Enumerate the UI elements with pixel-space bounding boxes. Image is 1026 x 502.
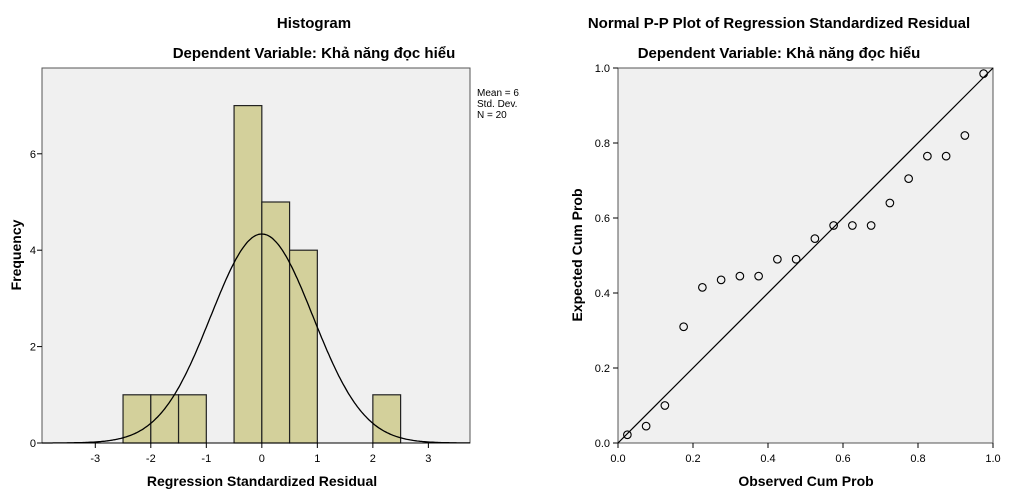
pp-x-tick-label: 0.8 (910, 453, 925, 465)
histogram-bar (372, 394, 402, 444)
pp-point (848, 221, 857, 230)
pp-point (941, 151, 951, 161)
pp-y-axis-label: Expected Cum Prob (569, 188, 585, 321)
pp-point (810, 234, 820, 243)
pp-y-tick-label: 0.4 (595, 288, 610, 300)
pp-point (660, 401, 670, 410)
pp-point (716, 275, 726, 285)
pp-x-tick-label: 0.6 (835, 453, 850, 465)
histogram-x-tick-label: -1 (201, 453, 211, 465)
pp-point (960, 131, 970, 140)
histogram-bar (177, 394, 207, 444)
histogram-y-axis-label: Frequency (8, 219, 24, 290)
histogram-x-tick-label: 3 (425, 453, 431, 465)
pp-point (904, 174, 913, 183)
pp-subtitle: Dependent Variable: Khả năng đọc hiểu (638, 45, 921, 62)
pp-y-tick-label: 0.2 (595, 363, 610, 375)
pp-x-axis-label: Observed Cum Prob (738, 473, 873, 489)
pp-y-tick-label: 0.6 (595, 213, 610, 225)
histogram-bar (261, 201, 291, 444)
pp-y-tick-label: 0.0 (595, 438, 610, 450)
histogram-x-tick-label: 2 (370, 453, 376, 465)
pp-y-tick-label: 1.0 (595, 63, 610, 75)
histogram-chart: Histogram Dependent Variable: Khả năng đ… (8, 15, 549, 489)
pp-point (773, 254, 782, 264)
legend-n: N = 20 (477, 110, 507, 121)
pp-point (754, 271, 763, 281)
histogram-subtitle: Dependent Variable: Khả năng đọc hiểu (173, 45, 456, 62)
histogram-x-tick-label: -3 (90, 453, 100, 465)
histogram-y-tick-label: 0 (30, 438, 36, 450)
histogram-x-tick-label: 0 (259, 453, 265, 465)
histogram-bar (122, 394, 152, 444)
legend-sd: Std. Dev. = 0.9 (477, 99, 543, 110)
legend-mean: Mean = 6.13E-1 (477, 88, 549, 99)
pp-point (791, 254, 801, 264)
pp-plot-chart: Normal P-P Plot of Regression Standardiz… (569, 15, 1001, 489)
normal-curve (42, 233, 470, 444)
pp-point (923, 151, 932, 161)
histogram-x-tick-label: 1 (314, 453, 320, 465)
pp-x-tick-label: 1.0 (985, 453, 1000, 465)
pp-title: Normal P-P Plot of Regression Standardiz… (588, 15, 970, 32)
pp-y-tick-label: 0.8 (595, 138, 610, 150)
histogram-title: Histogram (277, 15, 351, 32)
reference-line (617, 67, 994, 444)
pp-point (866, 221, 876, 230)
pp-point (623, 430, 632, 440)
histogram-legend: Mean = 6.13E-1 Std. Dev. = 0.9 N = 20 (477, 88, 549, 121)
pp-point (885, 198, 895, 208)
pp-point (641, 421, 651, 431)
pp-point (698, 283, 707, 292)
pp-point (679, 322, 688, 332)
histogram-bar (233, 104, 263, 444)
histogram-x-axis-label: Regression Standardized Residual (147, 473, 377, 489)
pp-point (979, 69, 988, 78)
pp-x-tick-label: 0.4 (760, 453, 775, 465)
pp-x-tick-label: 0.2 (685, 453, 700, 465)
pp-x-tick-label: 0.0 (610, 453, 625, 465)
histogram-x-tick-label: -2 (146, 453, 156, 465)
pp-point (829, 221, 838, 230)
histogram-bar (288, 249, 318, 444)
pp-point (735, 271, 745, 281)
histogram-y-tick-label: 6 (30, 149, 36, 161)
histogram-y-tick-label: 4 (30, 245, 36, 257)
histogram-y-tick-label: 2 (30, 342, 36, 354)
